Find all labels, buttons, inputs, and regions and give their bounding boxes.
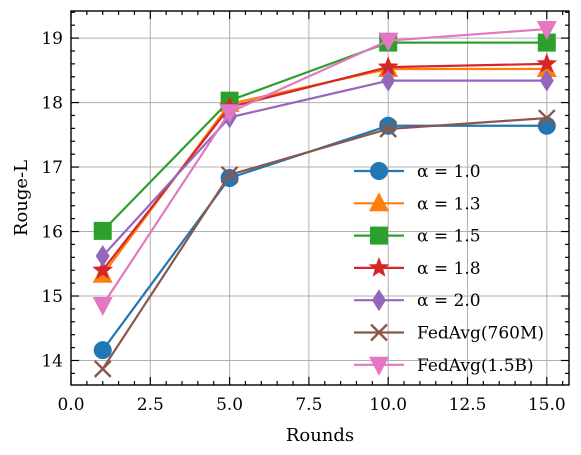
x-tick-label: 0.0 bbox=[57, 395, 84, 415]
legend-marker bbox=[369, 356, 389, 376]
data-point bbox=[95, 245, 110, 268]
series-5 bbox=[93, 109, 556, 378]
legend-marker bbox=[372, 289, 386, 312]
series-line bbox=[101, 79, 547, 257]
series-layer bbox=[92, 21, 558, 378]
data-point bbox=[93, 221, 112, 240]
y-tick-label: 19 bbox=[41, 29, 63, 49]
legend-entry: FedAvg(760M) bbox=[354, 324, 544, 344]
data-point bbox=[92, 259, 114, 280]
legend-label: α = 1.3 bbox=[417, 194, 481, 214]
data-point bbox=[220, 165, 239, 184]
series-3 bbox=[92, 52, 558, 280]
legend-label: α = 2.0 bbox=[417, 291, 481, 311]
data-point bbox=[219, 104, 240, 124]
y-tick-label: 16 bbox=[41, 223, 63, 243]
x-tick-label: 12.5 bbox=[449, 395, 487, 415]
data-point bbox=[93, 360, 112, 378]
y-axis-label: Rouge-L bbox=[11, 160, 32, 236]
data-point bbox=[381, 69, 396, 92]
data-point bbox=[537, 33, 556, 52]
y-tick-label: 17 bbox=[41, 158, 63, 178]
data-point bbox=[92, 297, 113, 317]
data-point bbox=[539, 69, 554, 92]
legend-marker bbox=[370, 162, 388, 180]
legend-entry: α = 1.8 bbox=[354, 256, 481, 279]
legend-marker bbox=[368, 256, 390, 277]
data-point bbox=[537, 109, 556, 127]
x-tick-label: 5.0 bbox=[216, 395, 243, 415]
series-line bbox=[101, 27, 547, 306]
data-point bbox=[93, 341, 112, 360]
tick-labels: 0.0 2.5 5.0 7.5 10.0 12.5 15.0 14 15 16 17 18 19 bbox=[41, 29, 565, 415]
legend-marker bbox=[370, 323, 388, 342]
legend-label: FedAvg(760M) bbox=[417, 324, 544, 344]
x-tick-label: 7.5 bbox=[295, 395, 322, 415]
legend-label: α = 1.0 bbox=[417, 162, 481, 182]
y-tick-label: 15 bbox=[41, 287, 63, 307]
x-axis-label: Rounds bbox=[286, 425, 354, 446]
legend-entry: α = 1.5 bbox=[354, 226, 481, 247]
series-line bbox=[101, 62, 547, 271]
data-point bbox=[379, 116, 398, 135]
legend-label: α = 1.5 bbox=[417, 227, 481, 247]
y-tick-label: 14 bbox=[41, 351, 63, 371]
data-point bbox=[378, 32, 399, 52]
data-point bbox=[536, 52, 558, 73]
x-tick-label: 15.0 bbox=[528, 395, 566, 415]
series-line bbox=[101, 41, 547, 232]
legend-marker bbox=[370, 226, 388, 245]
x-tick-label: 2.5 bbox=[137, 395, 164, 415]
axis-ticks bbox=[70, 11, 569, 385]
series-line bbox=[101, 116, 547, 370]
legend-entry: α = 1.3 bbox=[354, 192, 481, 214]
series-6 bbox=[92, 21, 557, 317]
x-tick-label: 10.0 bbox=[369, 395, 407, 415]
legend-marker bbox=[369, 192, 389, 212]
legend-label: α = 1.8 bbox=[417, 259, 481, 279]
data-point bbox=[379, 120, 398, 138]
legend-label: FedAvg(1.5B) bbox=[417, 356, 534, 376]
grid-lines bbox=[70, 11, 569, 385]
legend: α = 1.0 α = 1.3 α = 1.5 α = 1.8 α = 2.0 FedAv… bbox=[354, 162, 544, 376]
data-point bbox=[377, 56, 399, 76]
plot-frame bbox=[70, 10, 570, 386]
legend-entry: α = 2.0 bbox=[354, 289, 481, 312]
data-point bbox=[536, 21, 557, 41]
legend-entry: FedAvg(1.5B) bbox=[354, 356, 534, 376]
y-tick-label: 18 bbox=[41, 94, 63, 114]
legend-entry: α = 1.0 bbox=[354, 162, 481, 182]
